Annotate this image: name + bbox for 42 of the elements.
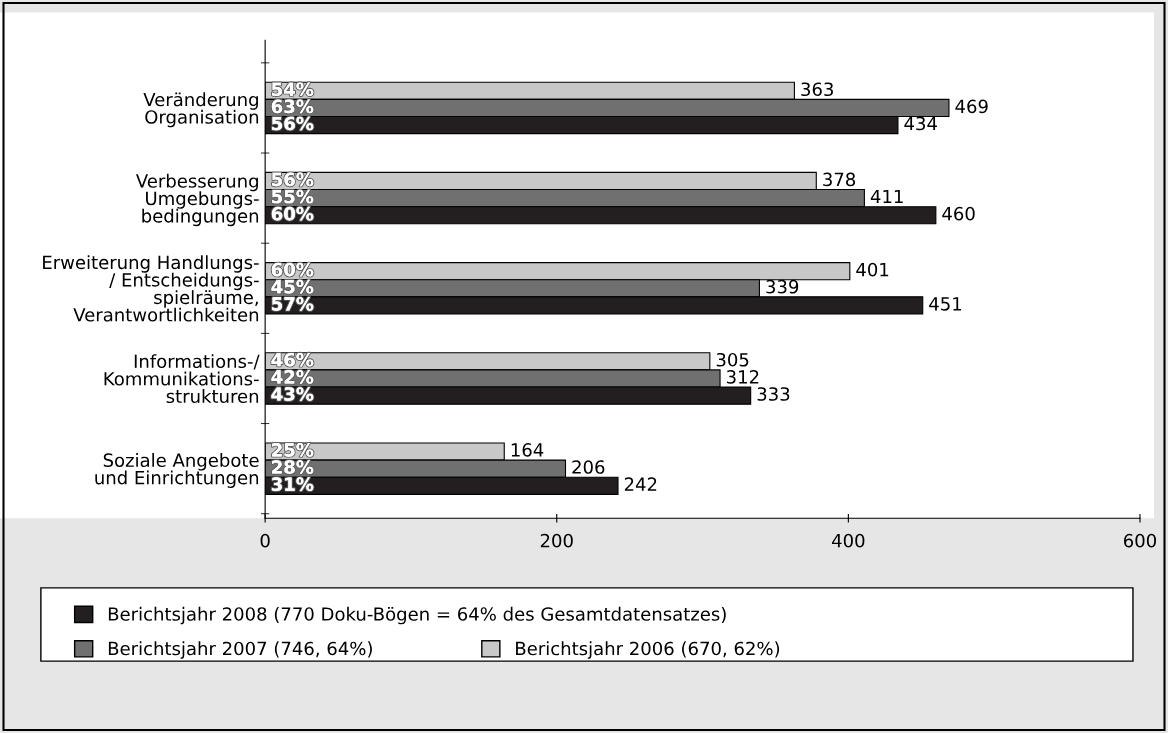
data-label: 363	[801, 82, 833, 97]
x-tick-label: 600	[1124, 533, 1156, 548]
annotation: 45%	[271, 279, 314, 294]
x-tick-label: 400	[832, 533, 865, 548]
data-label: 411	[870, 189, 903, 204]
data-label: 434	[904, 116, 937, 131]
legend-label: Berichtsjahr 2007 (746, 64%)	[108, 641, 372, 659]
data-label: 460	[942, 206, 975, 221]
data-label: 242	[624, 477, 657, 491]
annotation: 55%	[272, 189, 314, 204]
annotation: 42%	[271, 370, 314, 384]
y-tick-label: Erweiterung Handlungs- / Entscheidungs- spielräume, Verantwortlichkeiten	[43, 255, 259, 322]
x-tick-label: 200	[540, 533, 573, 548]
annotation: 56%	[272, 172, 314, 187]
data-label: 469	[955, 99, 988, 114]
annotation: 54%	[272, 82, 314, 97]
data-label: 401	[856, 262, 889, 277]
legend-label: Berichtsjahr 2006 (670, 62%)	[516, 641, 780, 659]
annotation: 60%	[271, 206, 314, 221]
y-tick-label: Soziale Angebote und Einrichtungen	[95, 453, 259, 488]
annotation: 25%	[272, 443, 314, 457]
annotation: 43%	[271, 387, 314, 401]
y-tick-label: Verbesserung Umgebungs- bedingungen	[135, 173, 259, 227]
data-label: 333	[757, 387, 790, 401]
annotation: 46%	[271, 352, 314, 367]
y-tick-label: Informations-/ Kommunikations- strukturen	[104, 354, 260, 404]
annotation: 57%	[272, 297, 314, 311]
annotation: 28%	[272, 460, 314, 474]
x-tick-label: 0	[260, 533, 270, 548]
data-label: 339	[766, 279, 799, 294]
annotation: 56%	[272, 116, 314, 131]
annotation: 60%	[271, 262, 314, 277]
data-label: 451	[929, 297, 962, 311]
data-label: 206	[572, 460, 605, 474]
data-label: 164	[511, 443, 544, 457]
data-label: 312	[726, 370, 759, 384]
legend-label: Berichtsjahr 2008 (770 Doku-Bögen = 64% des Gesamtdatensatzes)	[108, 606, 726, 625]
y-tick-label: Veränderung Organisation	[143, 92, 259, 128]
annotation: 63%	[271, 99, 314, 114]
annotation: 31%	[271, 477, 314, 492]
data-label: 378	[823, 172, 856, 187]
data-label: 305	[716, 352, 749, 367]
